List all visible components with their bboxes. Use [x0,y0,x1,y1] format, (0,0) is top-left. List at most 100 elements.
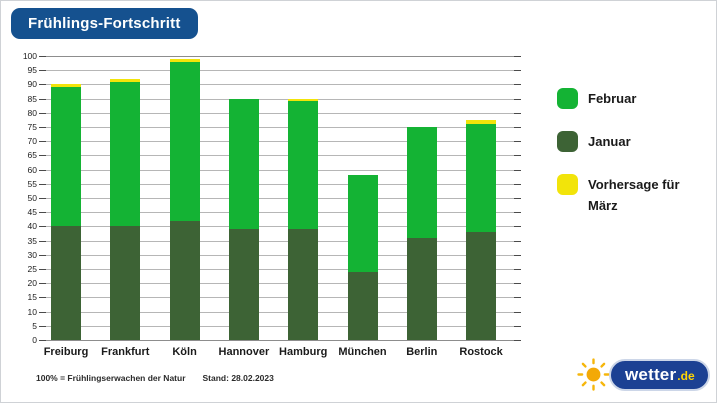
x-axis-label-frankfurt: Frankfurt [101,346,150,358]
y-axis-label: 100 [22,51,37,61]
y-tick-left [39,84,46,86]
legend-label: Februar [588,91,637,106]
bar-frankfurt-februar [110,81,141,227]
y-tick-right [514,169,521,171]
bar-rostock-vorhersage-f-r-m-rz [466,120,497,125]
y-axis-label: 60 [27,164,37,175]
y-tick-right [514,141,521,143]
gridline-30 [46,254,514,256]
x-axis-label-hannover: Hannover [218,346,270,358]
bar-rostock-februar [466,124,497,233]
gridline-35 [46,240,514,242]
februar-swatch-icon [557,88,578,109]
y-tick-left [39,297,46,299]
sun-icon [577,358,610,391]
y-axis-label: 80 [27,107,37,118]
y-tick-left [39,198,46,199]
logo-tld-text: .de [677,369,695,383]
bar-frankfurt-vorhersage-f-r-m-rz [110,78,141,82]
y-tick-right [514,340,521,341]
bar-köln-februar [169,61,200,221]
y-tick-right [514,297,521,299]
y-tick-right [514,70,521,72]
y-axis-label: 50 [27,193,37,203]
y-tick-left [39,98,46,100]
gridline-5 [46,325,514,327]
bar-berlin-februar [406,127,437,238]
y-axis-label: 5 [32,320,37,331]
x-axis-label-freiburg: Freiburg [43,346,89,358]
y-axis-label: 15 [27,292,37,303]
y-axis-label: 95 [27,65,37,76]
y-axis-label: 20 [27,278,37,289]
gridline-65 [46,155,514,157]
x-axis-label-köln: Köln [172,346,197,358]
gridline-50 [46,198,514,199]
y-tick-left [39,70,46,72]
bar-hamburg-januar [288,229,319,340]
footnote-date: Stand: 28.02.2023 [202,373,274,383]
bar-köln-januar [169,220,200,340]
bar-frankfurt-januar [110,226,141,340]
legend-item-januar: Januar [557,131,700,152]
legend-label: Vorhersage für März [588,177,680,213]
januar-swatch-icon [557,131,578,152]
maerz-swatch-icon [557,174,578,195]
legend-item-februar: Februar [557,88,700,109]
y-tick-left [39,56,46,57]
gridline-85 [46,98,514,100]
bar-münchen-februar [347,175,378,272]
logo-pill: wetter .de [609,358,710,391]
y-tick-left [39,112,46,114]
gridline-10 [46,311,514,313]
y-tick-right [514,254,521,256]
logo-brand-text: wetter [625,364,677,384]
bar-berlin-januar [406,237,437,340]
legend-label: Januar [588,134,631,149]
y-tick-right [514,269,521,270]
y-axis-label: 75 [27,122,37,132]
y-tick-left [39,155,46,157]
gridline-75 [46,127,514,128]
footnote-definition: 100% = Frühlingserwachen der Natur [36,373,186,383]
bar-köln-vorhersage-f-r-m-rz [169,59,200,62]
gridline-90 [46,84,514,86]
y-tick-right [514,56,521,57]
bar-hamburg-vorhersage-f-r-m-rz [288,98,319,102]
bar-münchen-januar [347,271,378,340]
y-tick-right [514,183,521,185]
gridline-95 [46,70,514,72]
gridline-80 [46,112,514,114]
y-axis-label: 25 [27,264,37,274]
gridline-55 [46,183,514,185]
bar-rostock-januar [466,232,497,340]
bar-freiburg-januar [51,226,81,340]
y-axis-label: 10 [27,306,37,317]
y-tick-left [39,141,46,143]
y-axis-label: 65 [27,150,37,161]
bar-hamburg-februar [288,101,319,230]
gridline-25 [46,269,514,270]
y-tick-right [514,240,521,242]
y-tick-left [39,311,46,313]
y-tick-left [39,226,46,228]
y-tick-right [514,226,521,228]
y-tick-right [514,212,521,214]
y-axis-label: 35 [27,235,37,246]
gridline-70 [46,141,514,143]
gridline-60 [46,169,514,171]
y-tick-right [514,198,521,199]
y-tick-left [39,169,46,171]
wetter-de-logo[interactable]: wetter .de [575,356,710,393]
y-axis-label: 45 [27,207,37,218]
legend-item-maerz: Vorhersage für März [557,174,700,216]
y-tick-left [39,340,46,341]
bar-hannover-januar [228,229,259,340]
legend: Februar Januar Vorhersage für März [557,88,700,238]
gridline-0 [46,340,514,341]
y-axis-label: 70 [27,136,37,147]
y-tick-left [39,254,46,256]
gridline-40 [46,226,514,228]
